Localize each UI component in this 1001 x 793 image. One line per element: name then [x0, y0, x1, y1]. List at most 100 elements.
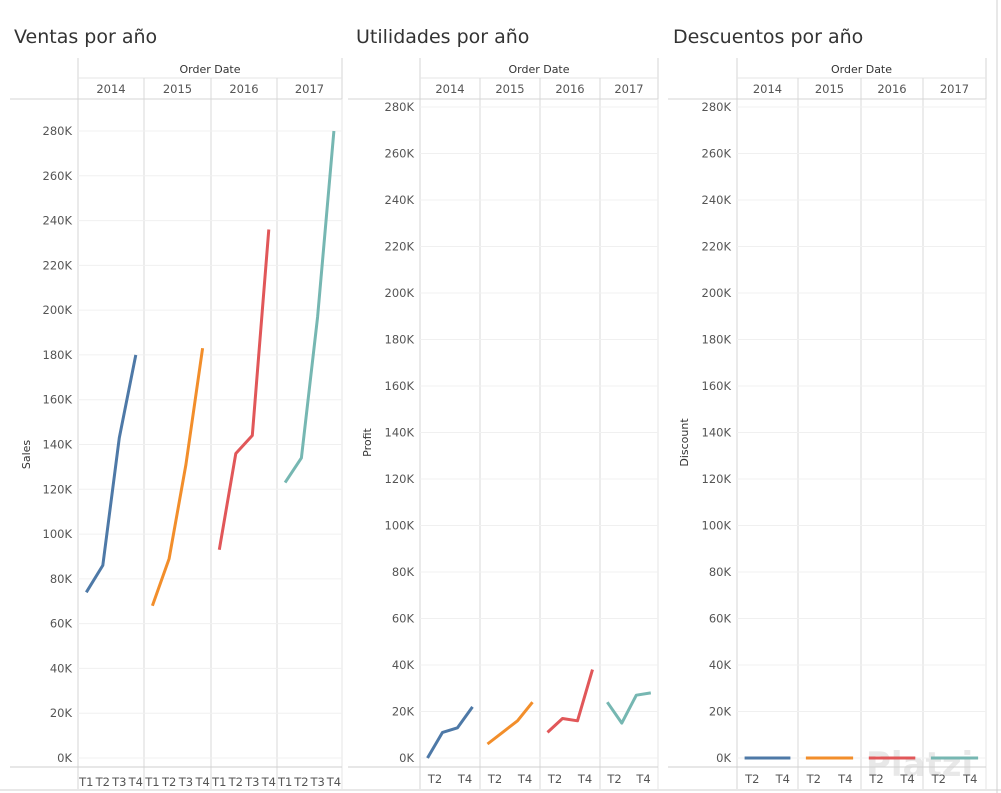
- series-line-2017: [283, 130, 336, 484]
- y-tick-label: 200K: [702, 286, 732, 300]
- y-tick-label: 280K: [702, 100, 732, 114]
- y-tick-label: 280K: [43, 124, 73, 138]
- y-tick-label: 0K: [716, 751, 731, 765]
- y-tick-label: 220K: [702, 240, 732, 254]
- y-tick-label: 140K: [385, 426, 415, 440]
- year-header-2016: 2016: [877, 82, 906, 96]
- series-line-2016: [546, 669, 594, 734]
- x-tick-label: T3: [178, 775, 193, 789]
- chart-title: Descuentos por año: [673, 26, 863, 48]
- y-tick-label: 60K: [50, 617, 73, 631]
- y-tick-label: 240K: [702, 193, 732, 207]
- x-tick-label: T2: [606, 772, 621, 786]
- y-tick-label: 200K: [385, 286, 415, 300]
- y-tick-label: 0K: [57, 751, 72, 765]
- y-tick-label: 180K: [702, 333, 732, 347]
- x-tick-label: T3: [309, 775, 324, 789]
- chart-title: Utilidades por año: [356, 26, 529, 48]
- y-tick-label: 160K: [385, 379, 415, 393]
- x-tick-label: T4: [194, 775, 209, 789]
- y-tick-label: 100K: [43, 527, 73, 541]
- y-axis-title: Profit: [361, 427, 374, 456]
- year-header-2017: 2017: [295, 82, 324, 96]
- x-tick-label: T4: [517, 772, 532, 786]
- y-tick-label: 120K: [702, 472, 732, 486]
- y-tick-label: 140K: [702, 426, 732, 440]
- y-tick-label: 280K: [385, 100, 415, 114]
- series-line-2014: [426, 706, 474, 759]
- x-tick-label: T2: [228, 775, 243, 789]
- y-tick-label: 40K: [709, 658, 732, 672]
- y-tick-label: 20K: [50, 706, 73, 720]
- year-header-2016: 2016: [229, 82, 258, 96]
- year-header-2017: 2017: [614, 82, 643, 96]
- y-tick-label: 100K: [702, 519, 732, 533]
- x-tick-label: T4: [261, 775, 276, 789]
- x-tick-label: T2: [95, 775, 110, 789]
- x-tick-label: T2: [547, 772, 562, 786]
- x-tick-label: T2: [744, 772, 759, 786]
- y-tick-label: 100K: [385, 519, 415, 533]
- year-header-2017: 2017: [940, 82, 969, 96]
- column-header-order-date: Order Date: [179, 63, 240, 76]
- y-tick-label: 260K: [43, 169, 73, 183]
- panel-descuentos: Descuentos por año Order Date 2014 2015 2016…: [668, 26, 987, 789]
- y-tick-label: 180K: [43, 348, 73, 362]
- x-tick-label: T2: [931, 772, 946, 786]
- series-line-2015: [150, 347, 205, 607]
- y-tick-label: 160K: [43, 393, 73, 407]
- x-tick-label: T3: [244, 775, 259, 789]
- year-header-2016: 2016: [555, 82, 584, 96]
- panel-ventas: Ventas por año Order Date 2014 2015 2016 2017…: [10, 26, 343, 789]
- x-tick-label: T2: [427, 772, 442, 786]
- y-tick-label: 220K: [385, 240, 415, 254]
- x-tick-label: T4: [775, 772, 790, 786]
- series-line-2015: [486, 701, 534, 746]
- chart-title: Ventas por año: [14, 26, 157, 48]
- y-tick-label: 160K: [702, 379, 732, 393]
- year-header-2014: 2014: [753, 82, 782, 96]
- y-tick-label: 120K: [385, 472, 415, 486]
- y-tick-label: 240K: [385, 193, 415, 207]
- panel-utilidades: Utilidades por año Order Date 2014 2015 2016…: [348, 26, 659, 789]
- y-tick-label: 20K: [392, 705, 415, 719]
- watermark-layer: Platzi: [866, 745, 973, 785]
- year-header-2015: 2015: [815, 82, 844, 96]
- x-tick-label: T1: [211, 775, 226, 789]
- x-tick-label: T4: [962, 772, 977, 786]
- y-axis-title: Discount: [678, 418, 691, 467]
- y-tick-label: 80K: [392, 565, 415, 579]
- x-tick-label: T4: [457, 772, 472, 786]
- x-tick-label: T1: [144, 775, 159, 789]
- series-line-2014: [85, 354, 138, 594]
- column-header-order-date: Order Date: [508, 63, 569, 76]
- x-tick-label: T4: [326, 775, 341, 789]
- x-tick-label: T4: [128, 775, 143, 789]
- series-line-2017: [606, 691, 652, 725]
- y-tick-label: 180K: [385, 333, 415, 347]
- y-tick-label: 0K: [399, 751, 414, 765]
- series-line-2016: [217, 229, 271, 550]
- y-tick-label: 20K: [709, 705, 732, 719]
- y-tick-label: 140K: [43, 438, 73, 452]
- x-tick-label: T1: [78, 775, 93, 789]
- year-header-2015: 2015: [163, 82, 192, 96]
- y-tick-label: 220K: [43, 258, 73, 272]
- x-tick-label: T2: [161, 775, 176, 789]
- y-tick-label: 120K: [43, 482, 73, 496]
- y-tick-label: 200K: [43, 303, 73, 317]
- x-tick-label: T4: [837, 772, 852, 786]
- x-tick-label: T4: [635, 772, 650, 786]
- x-tick-label: T2: [868, 772, 883, 786]
- y-tick-label: 40K: [392, 658, 415, 672]
- x-tick-label: T1: [277, 775, 292, 789]
- y-tick-label: 240K: [43, 214, 73, 228]
- y-tick-label: 80K: [50, 572, 73, 586]
- column-header-order-date: Order Date: [831, 63, 892, 76]
- y-axis-title: Sales: [20, 440, 33, 470]
- y-tick-label: 60K: [392, 612, 415, 626]
- year-header-2014: 2014: [435, 82, 464, 96]
- year-header-2014: 2014: [96, 82, 125, 96]
